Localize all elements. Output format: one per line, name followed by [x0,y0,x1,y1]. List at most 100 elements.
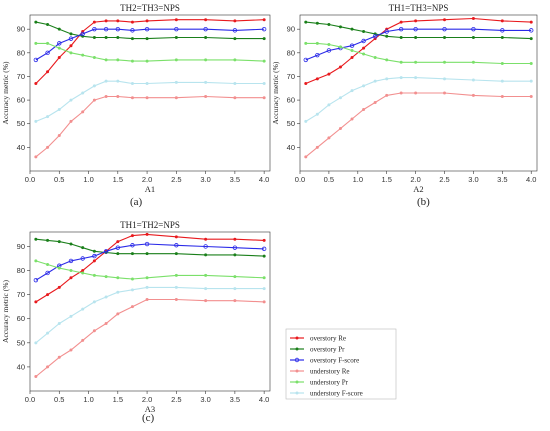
data-point [34,237,38,241]
data-point [57,46,61,50]
data-point [68,36,74,41]
y-tick-label: 50 [17,119,25,128]
x-tick-label: 4.0 [526,175,536,184]
data-point [413,26,418,32]
data-point [69,242,73,246]
y-tick-label: 60 [17,314,25,323]
legend: overstory Re overstory Pr overstory F-scor… [285,328,397,400]
data-point [46,41,50,45]
data-point [500,28,505,33]
data-point [116,252,120,256]
data-point [327,72,331,76]
data-point [92,26,97,32]
data-point [262,82,266,86]
legend-entry: understory Re [290,368,349,376]
data-point [69,348,73,352]
y-tick-label: 70 [17,72,25,81]
data-point [443,77,447,81]
data-point [69,51,73,55]
data-point [130,20,134,24]
data-point [471,17,475,21]
data-point [104,322,108,326]
data-point [361,38,366,44]
data-point [57,56,61,60]
data-point [304,41,308,45]
data-point [262,238,266,242]
data-point [233,253,237,257]
legend-swatch-marker [295,369,299,373]
data-point [443,18,447,22]
chart-title: TH1=TH3=NPS [389,3,449,13]
data-point [92,253,97,259]
data-point [92,273,96,277]
data-point [116,58,120,62]
data-point [315,112,319,116]
data-point [338,96,342,100]
x-tick-label: 3.5 [230,175,240,184]
data-point [350,27,354,31]
legend-label: overstory Pr [310,346,345,354]
legend-entry: overstory F-score [290,357,359,365]
data-point [372,34,378,39]
data-point [116,95,120,99]
data-point [145,59,149,63]
legend-label: understory Re [310,368,349,376]
data-point [57,41,62,46]
x-axis-label: A3 [145,404,155,414]
series-line [35,238,265,257]
data-point [303,57,308,63]
data-point [69,98,73,102]
data-point [174,80,178,84]
y-tick-label: 60 [287,96,295,105]
data-point [130,82,134,86]
data-point [233,299,237,303]
data-point [204,299,208,303]
data-point [34,41,38,45]
data-point [233,275,237,279]
plot-frame [299,14,538,172]
y-tick-label: 90 [17,242,25,251]
x-tick-label: 1.5 [113,175,123,184]
data-point [204,273,208,277]
x-tick-label: 2.5 [439,175,449,184]
x-tick-label: 1.0 [353,175,363,184]
series-line [35,21,265,40]
data-point [46,331,50,335]
data-point [529,37,533,41]
series-understory-f-score [304,76,533,123]
y-tick-label: 90 [287,25,295,34]
x-tick-label: 0.5 [324,175,334,184]
y-tick-label: 90 [17,25,25,34]
data-point [68,258,74,264]
data-point [145,232,149,236]
data-point [57,240,61,244]
series-line [35,80,265,122]
data-point [145,297,149,301]
data-point [104,95,108,99]
data-point [81,91,85,95]
data-point [262,59,266,63]
data-point [338,45,342,49]
data-point [104,275,108,279]
data-point [69,119,73,123]
series-overstory-re [34,18,266,86]
data-point [233,82,237,86]
data-point [529,61,533,65]
data-point [46,115,50,119]
caption-a: (a) [130,196,143,208]
data-point [262,300,266,304]
data-point [130,37,134,41]
data-point [326,48,332,53]
data-point [145,96,149,100]
data-point [204,95,208,99]
series-line [35,298,265,377]
data-point [338,65,342,69]
data-point [174,252,178,256]
data-point [233,237,237,241]
series-overstory-pr [34,237,266,258]
y-tick-label: 40 [17,362,25,371]
x-tick-label: 0.0 [295,175,305,184]
data-point [203,244,208,249]
legend-swatch-marker [294,357,300,363]
data-point [46,365,50,369]
